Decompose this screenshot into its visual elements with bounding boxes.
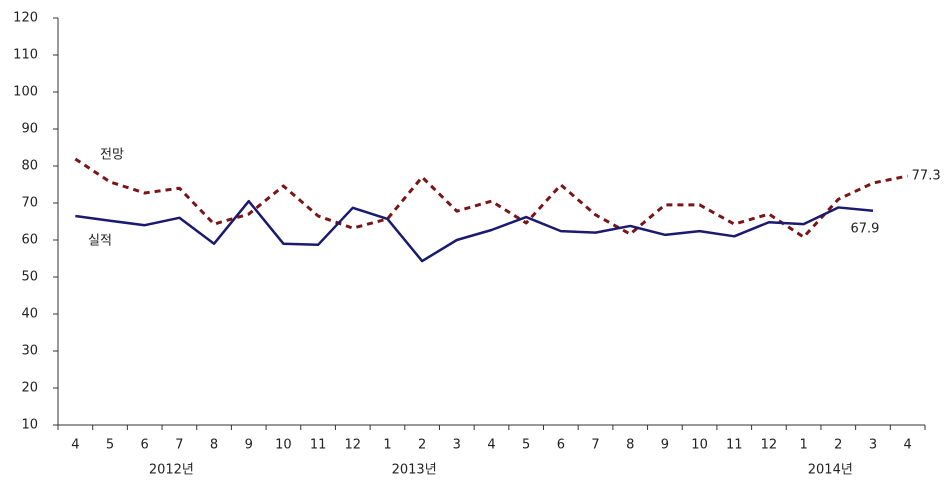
x-tick-label: 4 [904,438,912,453]
x-tick-label: 5 [522,438,530,453]
x-tick-label: 12 [761,438,778,453]
series-label: 실적 [88,234,112,249]
x-tick-label: 10 [275,438,292,453]
year-label: 2014년 [808,463,853,478]
x-tick-label: 3 [869,438,877,453]
y-tick-label: 60 [21,233,38,248]
x-tick-label: 11 [726,438,743,453]
x-tick-label: 8 [210,438,218,453]
x-tick-label: 3 [453,438,461,453]
y-tick-label: 80 [21,159,38,174]
x-tick-label: 6 [557,438,565,453]
value-label: 67.9 [851,221,880,236]
x-tick-label: 4 [71,438,79,453]
x-tick-label: 7 [175,438,183,453]
x-tick-label: 8 [626,438,634,453]
y-tick-label: 90 [21,122,38,137]
y-tick-label: 30 [21,344,38,359]
x-tick-label: 1 [799,438,807,453]
x-tick-label: 1 [383,438,391,453]
x-tick-label: 11 [310,438,327,453]
x-tick-label: 7 [591,438,599,453]
y-tick-label: 40 [21,307,38,322]
y-tick-label: 100 [13,85,38,100]
x-tick-label: 10 [691,438,708,453]
series-label: 전망 [100,148,124,163]
series-line [75,199,874,263]
y-tick-label: 70 [21,196,38,211]
x-tick-label: 12 [345,438,362,453]
x-tick-label: 2 [834,438,842,453]
y-tick-label: 120 [13,11,38,26]
year-label: 2013년 [392,463,437,478]
year-label: 2012년 [149,463,194,478]
x-tick-label: 5 [106,438,114,453]
y-tick-label: 10 [21,418,38,433]
y-tick-label: 110 [13,48,38,63]
x-tick-label: 9 [245,438,253,453]
x-tick-label: 6 [141,438,149,453]
y-tick-label: 20 [21,381,38,396]
x-tick-label: 2 [418,438,426,453]
x-tick-label: 9 [661,438,669,453]
value-label: 77.3 [912,168,941,183]
x-tick-label: 4 [487,438,495,453]
y-tick-label: 50 [21,270,38,285]
series-line [74,157,908,239]
